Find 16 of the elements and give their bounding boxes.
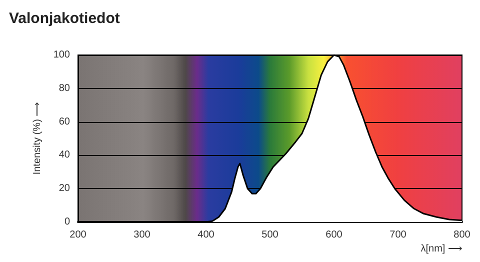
x-axis-title: λ[nm] ⟶ [420, 244, 462, 254]
x-tick-label: 600 [326, 230, 343, 240]
x-tick-label: 200 [70, 230, 87, 240]
x-tick-label: 700 [390, 230, 407, 240]
y-tick-label: 100 [53, 50, 70, 60]
x-tick-label: 800 [454, 230, 471, 240]
y-tick-label: 20 [58, 183, 70, 194]
y-tick-label: 80 [58, 82, 70, 94]
x-tick-label: 500 [262, 230, 279, 240]
y-tick-label: 0 [64, 216, 70, 228]
x-tick-label: 300 [134, 230, 151, 240]
x-tick-label: 400 [198, 230, 215, 240]
y-tick-label: 40 [58, 150, 70, 161]
y-axis-title: Intensity (%) ⟶ [32, 102, 43, 175]
y-tick-label: 60 [58, 116, 70, 128]
chart-title: Valonjakotiedot [9, 10, 120, 27]
